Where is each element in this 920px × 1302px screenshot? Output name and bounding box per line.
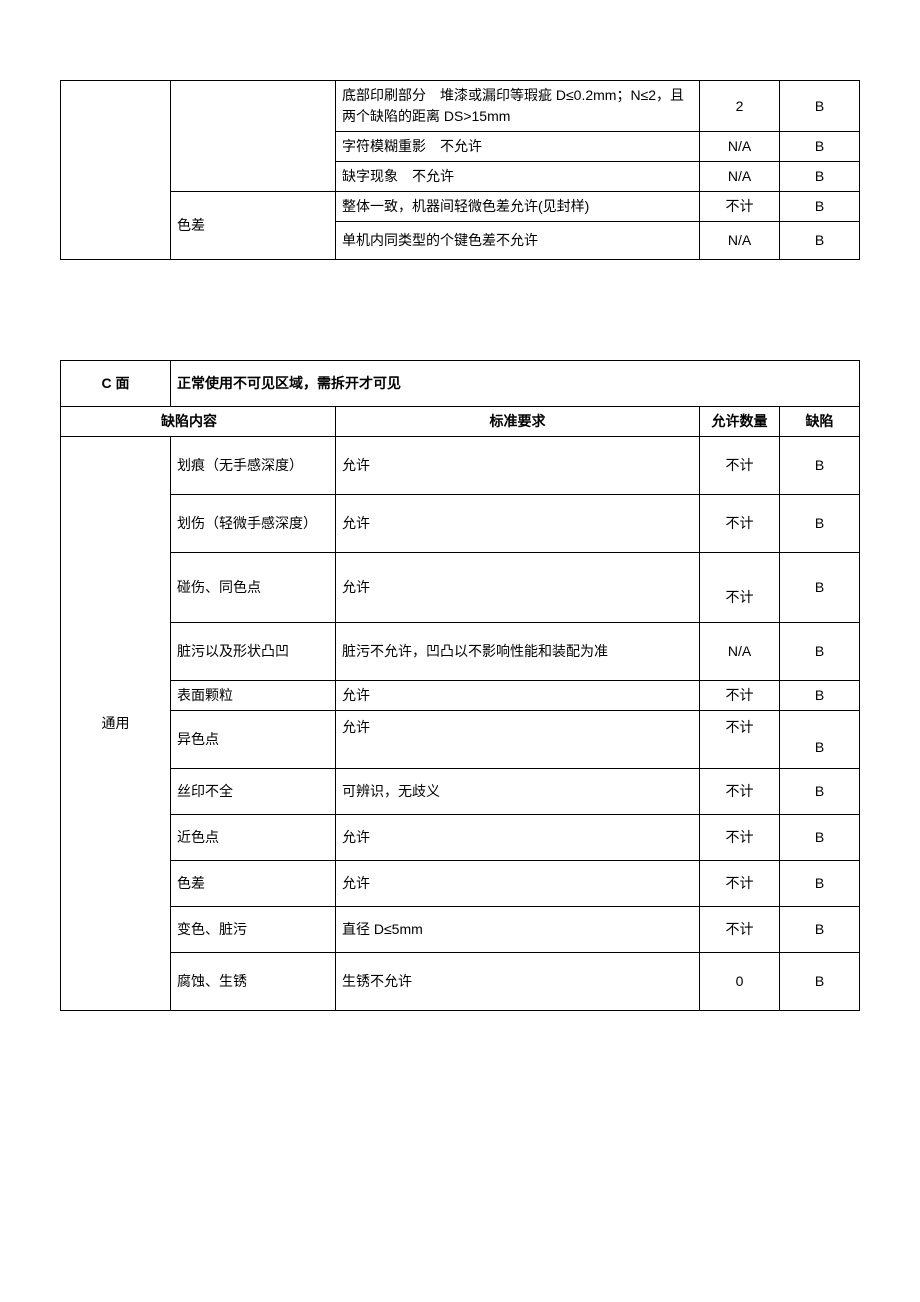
defect-cell: B [780, 437, 860, 495]
qty-cell: 不计 [700, 681, 780, 711]
defect-cell: B [780, 192, 860, 222]
content-cell: 碰伤、同色点 [171, 553, 336, 623]
requirement-cell: 可辨识，无歧义 [336, 769, 700, 815]
content-cell: 丝印不全 [171, 769, 336, 815]
defect-cell: B [780, 162, 860, 192]
table-row: 丝印不全 可辨识，无歧义 不计 B [61, 769, 860, 815]
requirement-cell: 单机内同类型的个键色差不允许 [336, 222, 700, 260]
defect-cell: B [780, 553, 860, 623]
defect-cell: B [780, 953, 860, 1011]
requirement-cell: 允许 [336, 437, 700, 495]
defect-cell: B [780, 222, 860, 260]
qty-cell: 不计 [700, 907, 780, 953]
qty-cell: 不计 [700, 437, 780, 495]
defect-cell: B [780, 815, 860, 861]
content-cell: 腐蚀、生锈 [171, 953, 336, 1011]
requirement-cell: 允许 [336, 495, 700, 553]
defect-table-top: 底部印刷部分 堆漆或漏印等瑕疵 D≤0.2mm；N≤2，且两个缺陷的距离 DS>… [60, 80, 860, 260]
qty-cell: 不计 [700, 495, 780, 553]
content-cell: 表面颗粒 [171, 681, 336, 711]
subcategory-cell-empty [171, 81, 336, 192]
requirement-cell: 允许 [336, 681, 700, 711]
requirement-cell: 整体一致，机器间轻微色差允许(见封样) [336, 192, 700, 222]
qty-cell: 不计 [700, 553, 780, 623]
defect-cell: B [780, 623, 860, 681]
col-header-req: 标准要求 [336, 407, 700, 437]
face-description: 正常使用不可见区域，需拆开才可见 [171, 361, 860, 407]
table-row: 底部印刷部分 堆漆或漏印等瑕疵 D≤0.2mm；N≤2，且两个缺陷的距离 DS>… [61, 81, 860, 132]
requirement-cell: 允许 [336, 553, 700, 623]
defect-table-c-face: C 面 正常使用不可见区域，需拆开才可见 缺陷内容 标准要求 允许数量 缺陷 通… [60, 360, 860, 1011]
table-row: 划伤（轻微手感深度） 允许 不计 B [61, 495, 860, 553]
qty-cell: 不计 [700, 711, 780, 769]
requirement-cell: 缺字现象 不允许 [336, 162, 700, 192]
face-label: C 面 [61, 361, 171, 407]
content-cell: 近色点 [171, 815, 336, 861]
qty-cell: 2 [700, 81, 780, 132]
defect-cell: B [780, 907, 860, 953]
col-header-content: 缺陷内容 [61, 407, 336, 437]
qty-cell: 不计 [700, 769, 780, 815]
requirement-cell: 直径 D≤5mm [336, 907, 700, 953]
requirement-cell: 字符模糊重影 不允许 [336, 132, 700, 162]
qty-cell: 不计 [700, 861, 780, 907]
requirement-cell: 允许 [336, 711, 700, 769]
content-cell: 划伤（轻微手感深度） [171, 495, 336, 553]
table-row: 色差 整体一致，机器间轻微色差允许(见封样) 不计 B [61, 192, 860, 222]
table-row: 碰伤、同色点 允许 不计 B [61, 553, 860, 623]
content-cell: 划痕（无手感深度） [171, 437, 336, 495]
table-row: 色差 允许 不计 B [61, 861, 860, 907]
table-row: 表面颗粒 允许 不计 B [61, 681, 860, 711]
table-gap [60, 260, 860, 360]
table-header-row: C 面 正常使用不可见区域，需拆开才可见 [61, 361, 860, 407]
table-row: 变色、脏污 直径 D≤5mm 不计 B [61, 907, 860, 953]
qty-cell: N/A [700, 132, 780, 162]
requirement-cell: 允许 [336, 815, 700, 861]
defect-cell: B [780, 711, 860, 769]
content-cell: 色差 [171, 861, 336, 907]
defect-cell: B [780, 769, 860, 815]
defect-cell: B [780, 81, 860, 132]
col-header-def: 缺陷 [780, 407, 860, 437]
content-cell: 脏污以及形状凸凹 [171, 623, 336, 681]
table-row: 近色点 允许 不计 B [61, 815, 860, 861]
qty-cell: 不计 [700, 192, 780, 222]
defect-cell: B [780, 861, 860, 907]
category-cell-empty [61, 81, 171, 260]
table-row: 通用 划痕（无手感深度） 允许 不计 B [61, 437, 860, 495]
defect-cell: B [780, 495, 860, 553]
qty-cell: N/A [700, 162, 780, 192]
table-row: 异色点 允许 不计 B [61, 711, 860, 769]
table-columns-row: 缺陷内容 标准要求 允许数量 缺陷 [61, 407, 860, 437]
table-row: 脏污以及形状凸凹 脏污不允许，凹凸以不影响性能和装配为准 N/A B [61, 623, 860, 681]
content-cell: 变色、脏污 [171, 907, 336, 953]
requirement-cell: 脏污不允许，凹凸以不影响性能和装配为准 [336, 623, 700, 681]
col-header-qty: 允许数量 [700, 407, 780, 437]
category-cell: 通用 [61, 437, 171, 1011]
content-cell: 异色点 [171, 711, 336, 769]
requirement-cell: 生锈不允许 [336, 953, 700, 1011]
requirement-cell: 允许 [336, 861, 700, 907]
qty-cell: 0 [700, 953, 780, 1011]
requirement-cell: 底部印刷部分 堆漆或漏印等瑕疵 D≤0.2mm；N≤2，且两个缺陷的距离 DS>… [336, 81, 700, 132]
subcategory-cell: 色差 [171, 192, 336, 260]
table-row: 腐蚀、生锈 生锈不允许 0 B [61, 953, 860, 1011]
qty-cell: N/A [700, 623, 780, 681]
qty-cell: N/A [700, 222, 780, 260]
qty-cell: 不计 [700, 815, 780, 861]
defect-cell: B [780, 681, 860, 711]
defect-cell: B [780, 132, 860, 162]
